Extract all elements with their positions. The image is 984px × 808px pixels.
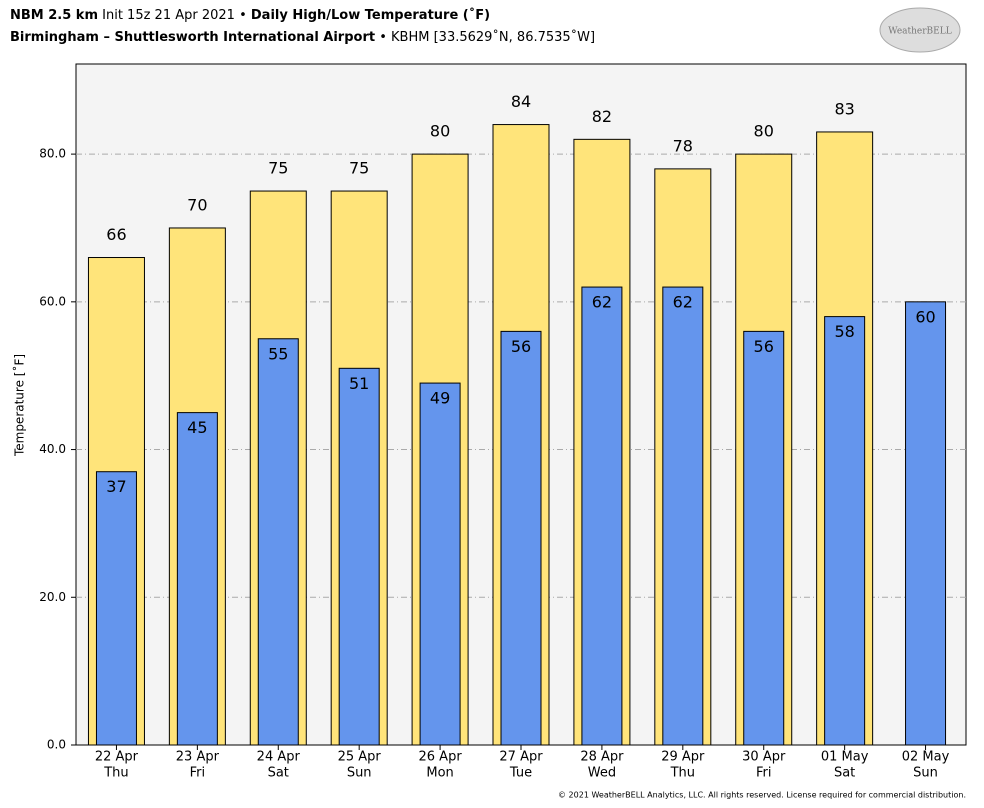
value-label: 37 bbox=[106, 477, 126, 496]
x-tick-label: 02 May bbox=[902, 750, 950, 765]
x-tick-label: 27 Apr bbox=[499, 750, 543, 765]
y-axis-label: Temperature [˚F] bbox=[12, 354, 27, 457]
x-tick-sublabel: Fri bbox=[190, 766, 206, 781]
bar bbox=[176, 412, 218, 746]
bar bbox=[419, 382, 461, 746]
bar bbox=[95, 471, 137, 746]
x-tick-sublabel: Sat bbox=[268, 766, 289, 781]
value-label: 49 bbox=[430, 389, 450, 408]
value-label: 70 bbox=[187, 195, 207, 214]
y-tick-label: 80.0 bbox=[39, 147, 66, 161]
x-tick-label: 29 Apr bbox=[661, 750, 705, 765]
value-label: 66 bbox=[106, 225, 126, 244]
value-label: 60 bbox=[915, 307, 935, 326]
chart-title: Daily High/Low Temperature (˚F) bbox=[251, 7, 490, 23]
value-label: 80 bbox=[430, 122, 450, 141]
logo-shape bbox=[879, 7, 961, 53]
value-label: 82 bbox=[592, 107, 612, 126]
x-tick-label: 25 Apr bbox=[338, 750, 382, 765]
x-tick-label: 01 May bbox=[821, 750, 869, 765]
value-label: 51 bbox=[349, 374, 369, 393]
x-tick-sublabel: Sat bbox=[834, 766, 855, 781]
y-tick-label: 40.0 bbox=[39, 442, 66, 456]
x-tick-label: 26 Apr bbox=[419, 750, 463, 765]
footer: © 2021 WeatherBELL Analytics, LLC. All r… bbox=[558, 791, 966, 800]
value-label: 62 bbox=[673, 293, 693, 312]
value-label: 83 bbox=[834, 99, 854, 118]
value-label: 84 bbox=[511, 92, 531, 111]
bar bbox=[824, 316, 866, 746]
value-label: 56 bbox=[511, 337, 531, 356]
x-tick-label: 24 Apr bbox=[257, 750, 301, 765]
x-tick-sublabel: Thu bbox=[103, 766, 128, 781]
header-line-1: NBM 2.5 km Init 15z 21 Apr 2021 • Daily … bbox=[10, 7, 490, 23]
bar bbox=[338, 367, 380, 746]
value-label: 62 bbox=[592, 293, 612, 312]
logo: WeatherBELL bbox=[888, 27, 951, 37]
bar bbox=[743, 330, 785, 746]
x-tick-label: 23 Apr bbox=[176, 750, 220, 765]
location: Birmingham – Shuttlesworth International… bbox=[10, 30, 375, 45]
x-tick-sublabel: Fri bbox=[756, 766, 772, 781]
station: • KBHM [33.5629˚N, 86.7535˚W] bbox=[379, 29, 595, 45]
bar bbox=[500, 330, 542, 746]
value-label: 78 bbox=[673, 136, 693, 155]
x-tick-label: 22 Apr bbox=[95, 750, 139, 765]
x-tick-sublabel: Sun bbox=[347, 766, 372, 781]
init: Init 15z 21 Apr 2021 bbox=[102, 8, 235, 23]
x-tick-sublabel: Tue bbox=[509, 766, 532, 781]
bar bbox=[662, 286, 704, 746]
x-tick-sublabel: Thu bbox=[670, 766, 695, 781]
y-tick-label: 60.0 bbox=[39, 294, 66, 308]
x-tick-label: 30 Apr bbox=[742, 750, 786, 765]
value-label: 56 bbox=[754, 337, 774, 356]
bar bbox=[257, 338, 299, 746]
x-tick-sublabel: Mon bbox=[426, 766, 453, 781]
model: NBM 2.5 km bbox=[10, 8, 98, 23]
value-label: 58 bbox=[834, 322, 854, 341]
bar bbox=[905, 301, 947, 746]
value-label: 75 bbox=[268, 159, 288, 178]
header-line-2: Birmingham – Shuttlesworth International… bbox=[10, 29, 595, 45]
value-label: 55 bbox=[268, 344, 288, 363]
x-tick-sublabel: Wed bbox=[588, 766, 616, 781]
value-label: 45 bbox=[187, 418, 207, 437]
x-tick-sublabel: Sun bbox=[913, 766, 938, 781]
x-tick-label: 28 Apr bbox=[580, 750, 624, 765]
value-label: 80 bbox=[754, 122, 774, 141]
bar bbox=[581, 286, 623, 746]
y-tick-label: 20.0 bbox=[39, 590, 66, 604]
value-label: 75 bbox=[349, 159, 369, 178]
sep: • bbox=[239, 8, 247, 23]
y-tick-label: 0.0 bbox=[47, 738, 66, 752]
